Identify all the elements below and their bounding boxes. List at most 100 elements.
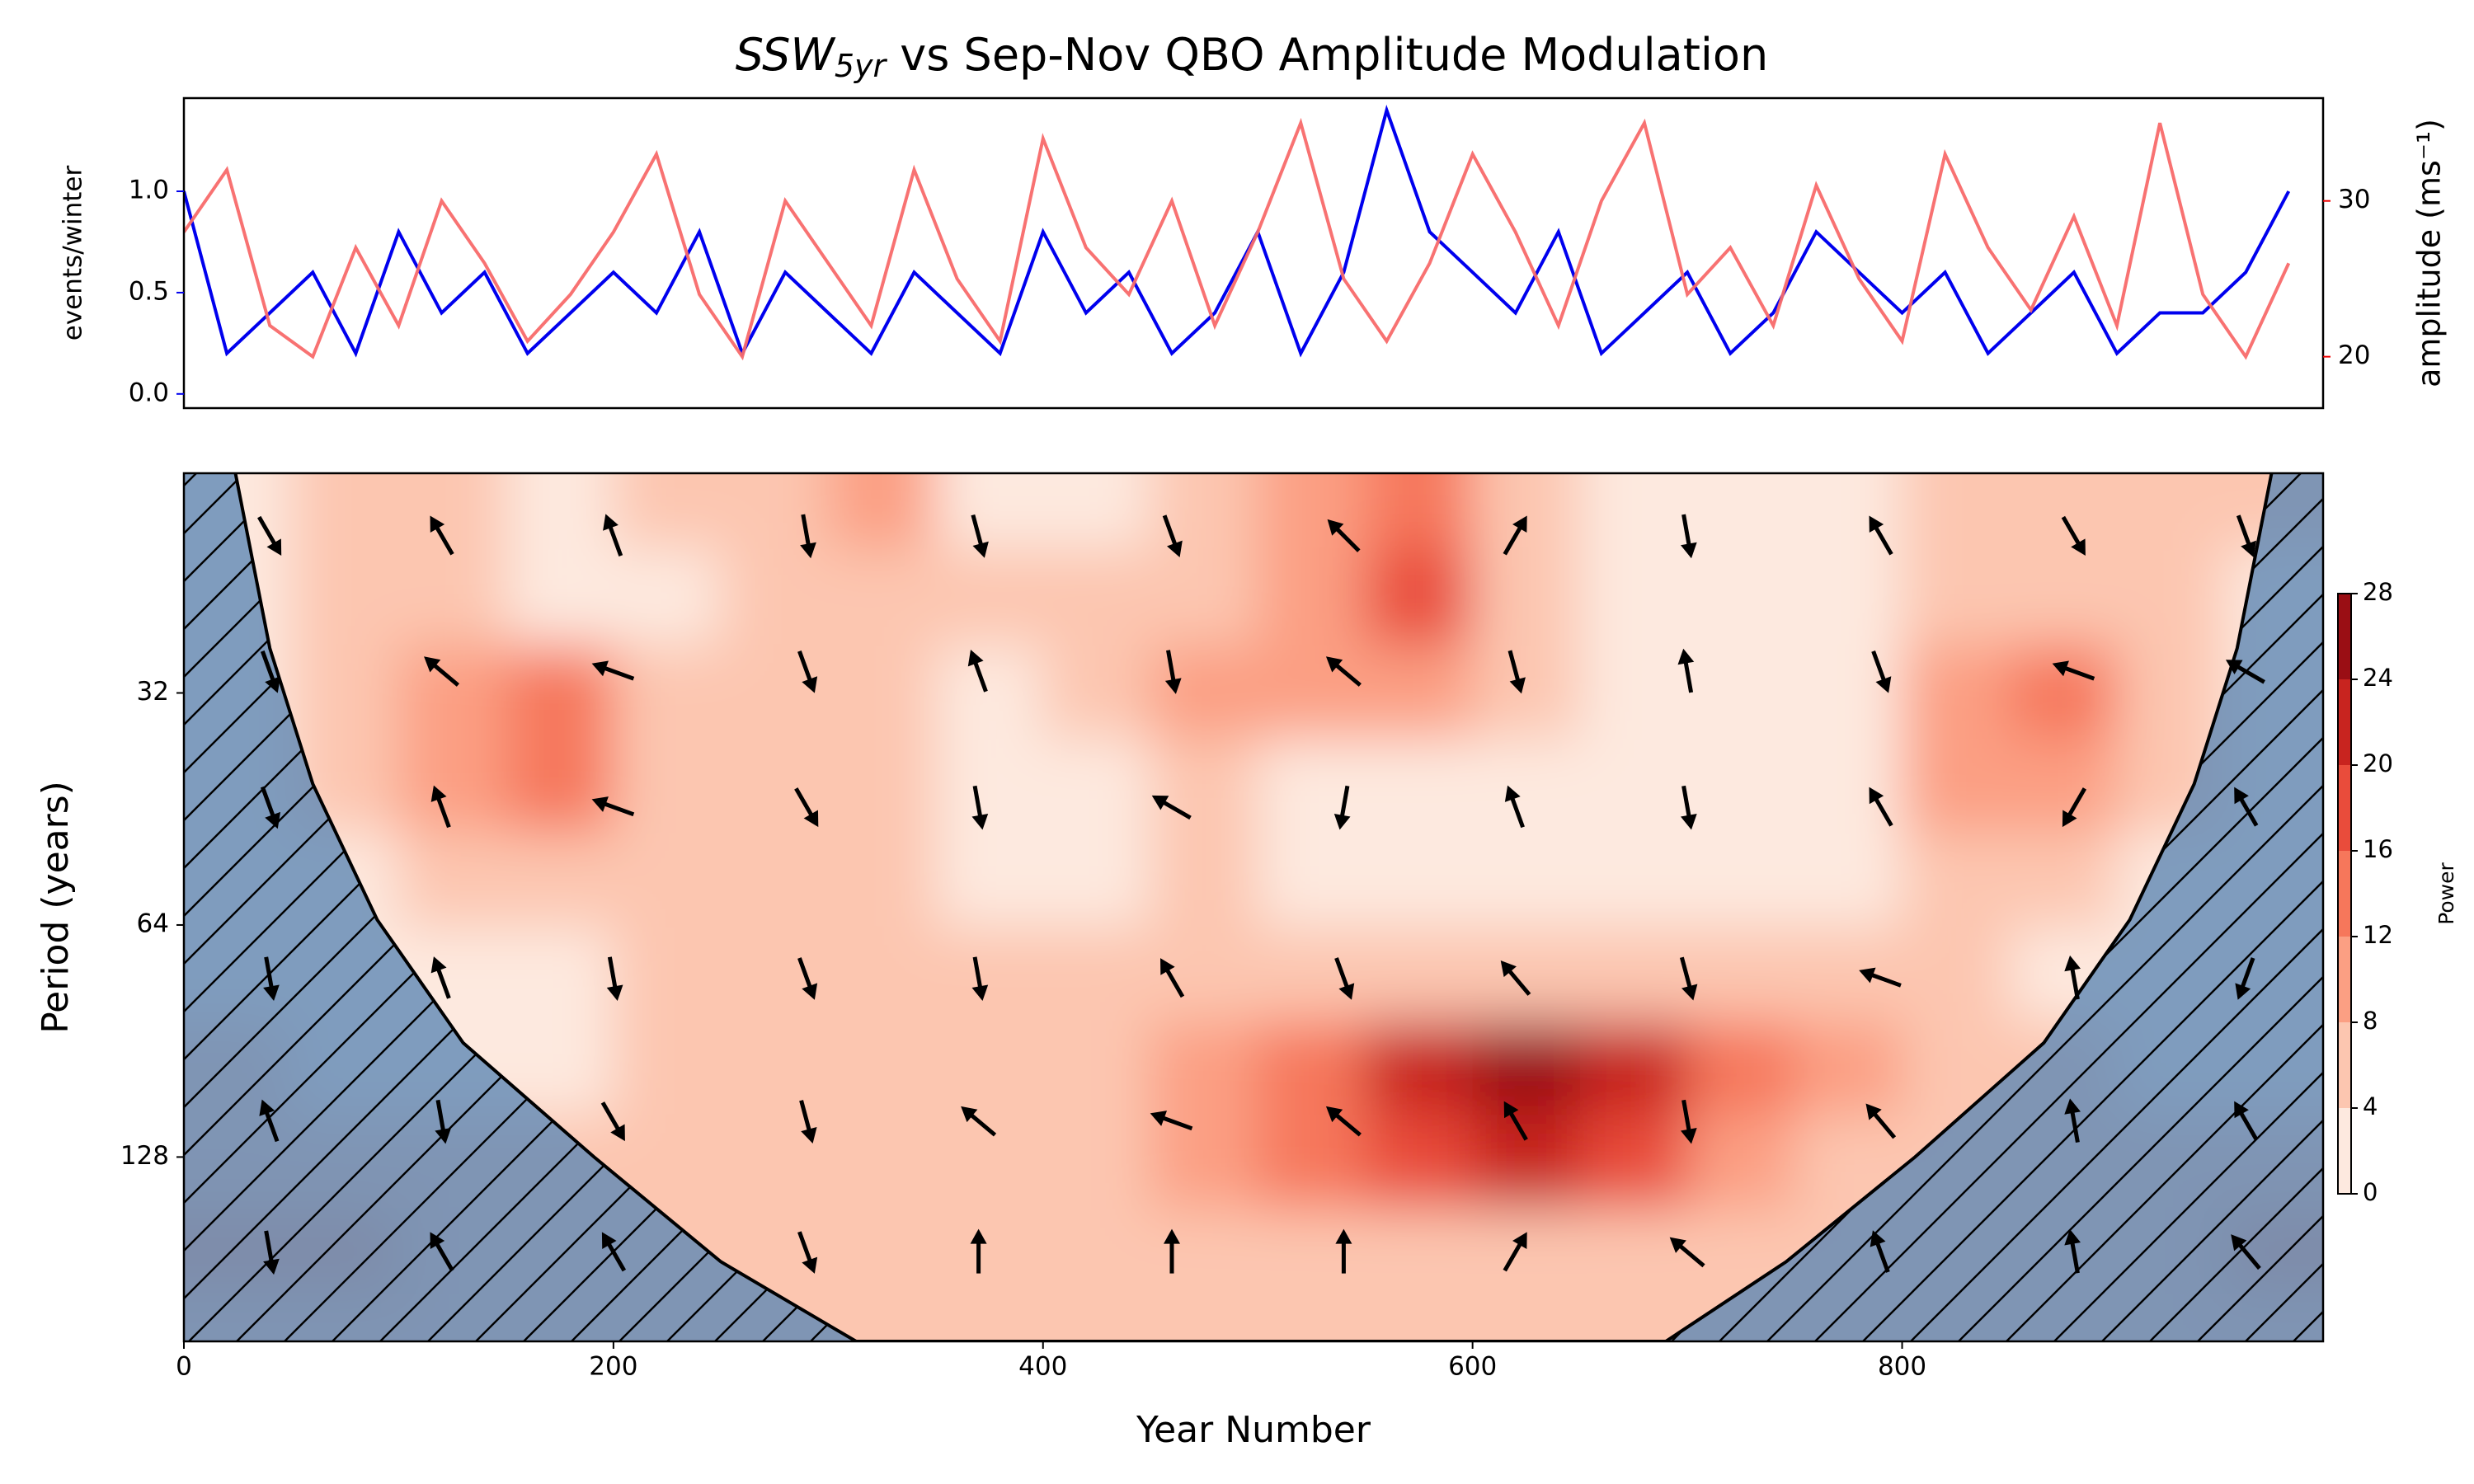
power-cell (1687, 832, 1796, 928)
power-cell (1150, 548, 1259, 646)
arrow-head (1167, 540, 1183, 558)
phase-arrow (2225, 660, 2265, 684)
phase-arrow (257, 515, 282, 556)
phase-arrow (1503, 1101, 1528, 1141)
arrow-shaft (794, 787, 815, 819)
power-cell (1472, 548, 1581, 646)
power-cell (1042, 832, 1151, 928)
phase-arrow (435, 1099, 452, 1144)
arrow-shaft (605, 1241, 627, 1272)
y-tick-label: 64 (137, 909, 169, 938)
arrow-shaft (257, 515, 278, 547)
power-cell (398, 832, 507, 928)
arrow-shaft (1503, 524, 1523, 556)
arrow-head (1164, 1228, 1180, 1244)
power-cell (828, 738, 937, 834)
title-rest: vs Sep-Nov QBO Amplitude Modulation (886, 29, 1768, 81)
colorbar-band (2338, 851, 2351, 937)
plot-area (184, 104, 2291, 361)
power-cell (1579, 1293, 1689, 1341)
top-panel: 0.0 0.5 1.0 20 30 events/winter amplitude (ms⁻… (59, 96, 2448, 410)
power-cell (721, 473, 830, 550)
power-cell (1365, 1020, 1474, 1116)
series-line (184, 117, 2291, 361)
power-cell (1794, 548, 1903, 646)
coi-hatch (184, 473, 2323, 1341)
phase-arrow (1680, 1099, 1697, 1144)
power-cell (2009, 832, 2118, 928)
phase-arrow (606, 956, 623, 1001)
phase-arrow (1503, 515, 1527, 556)
arrow-head (610, 1124, 625, 1142)
arrow-head (266, 538, 282, 556)
colorbar-band (2338, 937, 2351, 1022)
power-cell (721, 548, 830, 646)
power-cell (721, 1020, 830, 1116)
colorbar-band (2338, 765, 2351, 851)
power-cell (1150, 473, 1259, 550)
phase-arrow (430, 1232, 454, 1272)
power-cell (291, 548, 400, 646)
arrow-shaft (1681, 785, 1691, 819)
phase-arrow (1162, 514, 1183, 558)
arrow-head (801, 1126, 817, 1144)
power-cell (1579, 645, 1689, 740)
y-tick-label: 0.0 (129, 378, 169, 407)
phase-arrow (1680, 785, 1697, 830)
power-cell (1258, 1115, 1366, 1210)
power-cell (1365, 1115, 1474, 1210)
arrow-head (1680, 814, 1697, 830)
power-cell (1579, 473, 1689, 550)
power-cell (2009, 548, 2118, 646)
power-cell (1687, 1115, 1796, 1210)
phase-arrow (797, 957, 818, 1000)
power-cell (1579, 738, 1689, 834)
arrow-head (424, 656, 441, 673)
arrow-head (606, 984, 623, 1001)
power-cell (1472, 927, 1581, 1021)
power-cell (1794, 927, 1903, 1021)
arrow-head (1333, 814, 1351, 830)
arrow-shaft (1679, 956, 1693, 990)
power-cell (1042, 1020, 1151, 1116)
power-cell (613, 738, 722, 834)
power-cell (935, 473, 1044, 550)
title-sub: 5yr (835, 48, 888, 84)
phase-arrow (1870, 1230, 1890, 1273)
colorbar-tick-label: 4 (2363, 1092, 2378, 1120)
power-cell (1365, 645, 1474, 740)
arrow-shaft (260, 786, 276, 819)
colorbar-band (2338, 1022, 2351, 1108)
power-cell (1042, 927, 1151, 1021)
arrow-head (1325, 656, 1343, 673)
arrow-head (430, 956, 447, 974)
phase-arrow (591, 660, 635, 681)
power-cell (1687, 473, 1796, 550)
power-cell (1365, 473, 1474, 550)
power-cell (1579, 1115, 1689, 1210)
arrow-shaft (1166, 650, 1176, 683)
arrow-head (591, 660, 609, 677)
arrow-head (803, 810, 819, 828)
power-cell (613, 927, 722, 1021)
phase-arrow (430, 785, 451, 829)
power-cell (935, 1209, 1044, 1294)
y-axis-label: Period (years) (35, 781, 77, 1034)
power-cell (721, 832, 830, 928)
arrow-head (971, 814, 989, 830)
arrow-head (1151, 795, 1169, 810)
series-line (184, 104, 2291, 358)
power-cell (506, 832, 614, 928)
arrow-shaft (2061, 515, 2082, 547)
power-cell (1150, 1115, 1259, 1210)
colorbar-tick-label: 8 (2363, 1007, 2378, 1035)
power-cell (828, 473, 937, 550)
power-cell (828, 1115, 937, 1210)
arrow-head (1164, 678, 1182, 694)
bottom-panel: 0 200 400 600 800 32 64 128 Year Number Period (y… (35, 472, 2325, 1451)
arrow-shaft (1509, 795, 1525, 829)
phase-arrow (1327, 519, 1361, 552)
phase-arrow (1680, 514, 1697, 559)
power-cell (2009, 645, 2118, 740)
